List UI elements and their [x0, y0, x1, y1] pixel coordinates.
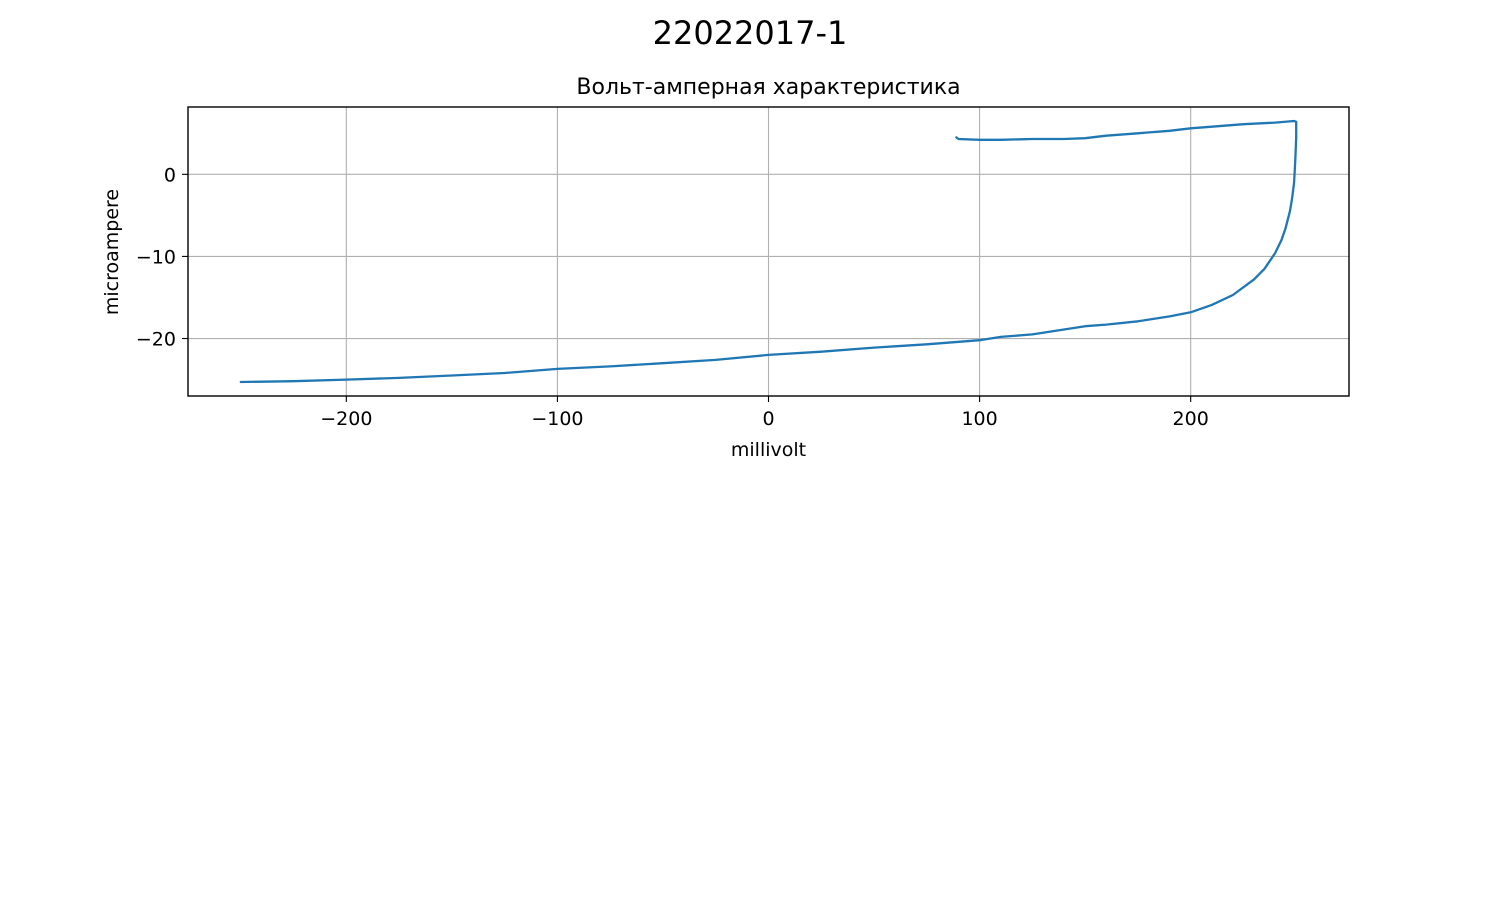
y-axis-label: microampere — [101, 189, 123, 315]
x-axis-label: millivolt — [731, 439, 806, 461]
plot-area — [239, 119, 1298, 384]
y-tick-label: 0 — [164, 164, 176, 186]
x-tick-label: −100 — [531, 408, 583, 430]
series-line — [239, 119, 1298, 384]
x-tick-label: 0 — [762, 408, 774, 430]
grid-lines — [188, 107, 1349, 396]
chart-title: Вольт-амперная характеристика — [576, 75, 960, 100]
x-tick-label: 100 — [961, 408, 997, 430]
x-tick-label: 200 — [1173, 408, 1209, 430]
x-tick-label: −200 — [320, 408, 372, 430]
figure-suptitle: 22022017-1 — [653, 14, 848, 52]
y-tick-label: −10 — [136, 246, 176, 268]
x-axis-ticks: −200 −100 0 100 200 — [320, 396, 1209, 430]
y-axis-ticks: −20 −10 0 — [136, 164, 188, 351]
y-tick-label: −20 — [136, 329, 176, 351]
